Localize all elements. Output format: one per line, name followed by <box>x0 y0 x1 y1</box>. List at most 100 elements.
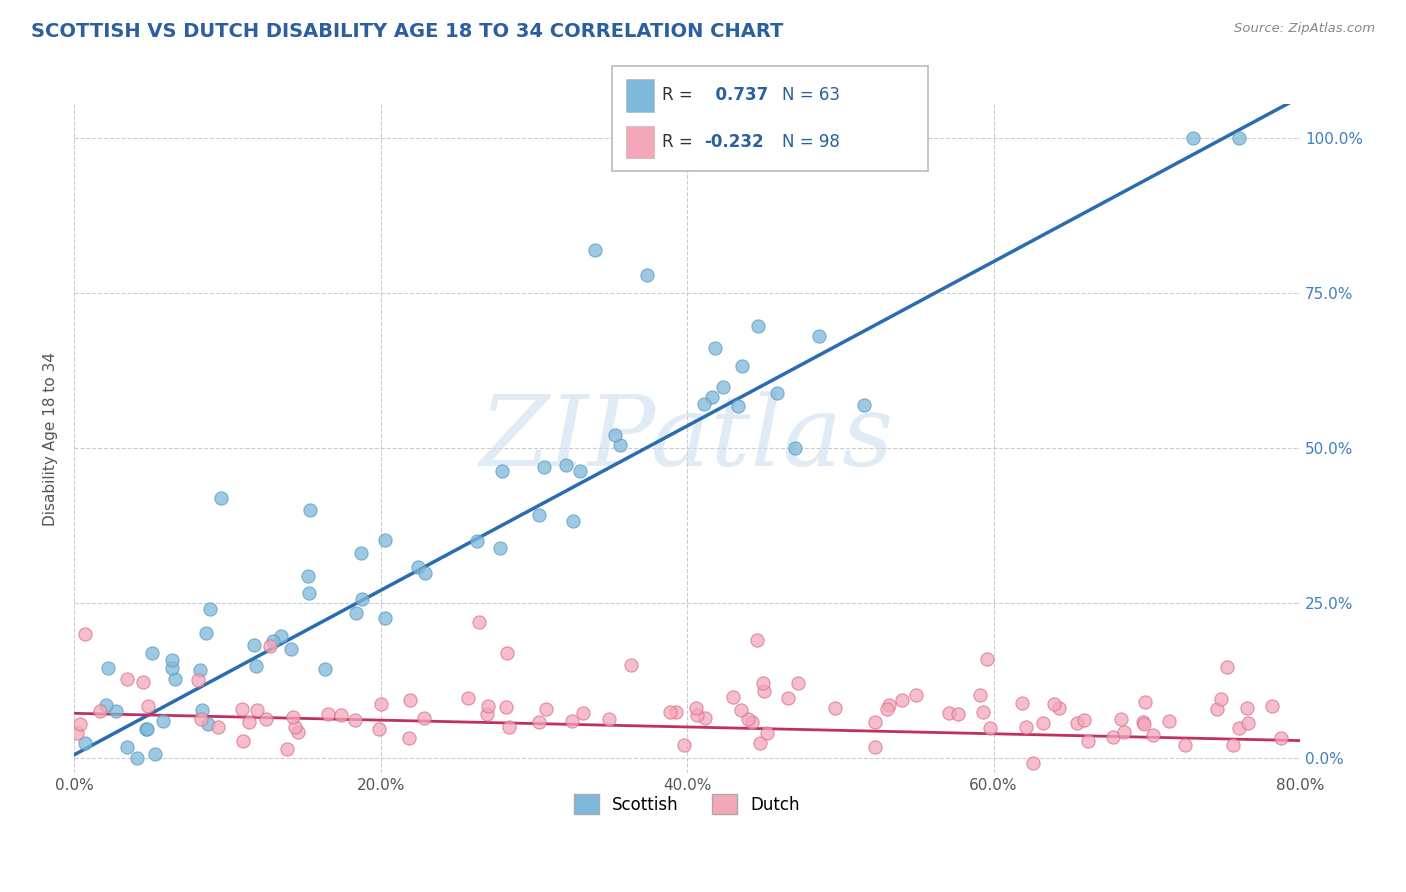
Point <box>491 464 513 478</box>
Point <box>568 464 591 478</box>
Point <box>297 569 319 583</box>
Point <box>533 460 555 475</box>
Point <box>529 508 551 522</box>
Point <box>187 673 209 687</box>
Point <box>1142 728 1164 742</box>
Point <box>1109 712 1132 726</box>
Point <box>659 705 682 719</box>
Point <box>280 641 302 656</box>
Point <box>1236 701 1258 715</box>
Point <box>138 699 160 714</box>
Point <box>704 342 727 356</box>
Text: -0.232: -0.232 <box>704 133 763 151</box>
Point <box>1047 700 1070 714</box>
Point <box>498 720 520 734</box>
Point <box>1236 716 1258 731</box>
Point <box>1261 698 1284 713</box>
Text: ZIPatlas: ZIPatlas <box>479 392 894 486</box>
Point <box>721 690 744 704</box>
Point <box>972 705 994 719</box>
Point <box>73 627 96 641</box>
Point <box>673 738 696 752</box>
Point <box>190 712 212 726</box>
Point <box>946 707 969 722</box>
Point <box>245 703 267 717</box>
Point <box>645 131 668 145</box>
Point <box>457 691 479 706</box>
Point <box>752 684 775 698</box>
Point <box>374 533 396 547</box>
Point <box>160 661 183 675</box>
Point <box>374 611 396 625</box>
Text: SCOTTISH VS DUTCH DISABILITY AGE 18 TO 34 CORRELATION CHART: SCOTTISH VS DUTCH DISABILITY AGE 18 TO 3… <box>31 22 783 41</box>
Point <box>197 717 219 731</box>
Point <box>131 675 153 690</box>
Text: N = 63: N = 63 <box>782 87 839 104</box>
Point <box>1102 730 1125 744</box>
Point <box>65 726 87 740</box>
Point <box>561 514 583 528</box>
Point <box>583 243 606 257</box>
Point <box>905 688 928 702</box>
Point <box>191 703 214 717</box>
Point <box>748 736 770 750</box>
Point <box>152 714 174 728</box>
Point <box>370 697 392 711</box>
Point <box>776 690 799 705</box>
Point <box>412 711 434 725</box>
Point <box>1215 660 1237 674</box>
Point <box>198 602 221 616</box>
Point <box>115 672 138 686</box>
Point <box>209 491 232 505</box>
Point <box>104 704 127 718</box>
Point <box>160 652 183 666</box>
Legend: Scottish, Dutch: Scottish, Dutch <box>565 786 808 822</box>
Point <box>737 712 759 726</box>
Point <box>609 437 631 451</box>
Point <box>207 720 229 734</box>
Point <box>350 591 373 606</box>
Point <box>477 698 499 713</box>
Point <box>554 458 576 473</box>
Point <box>270 629 292 643</box>
Point <box>135 722 157 736</box>
Point <box>741 715 763 730</box>
Point <box>852 398 875 412</box>
Point <box>534 702 557 716</box>
Point <box>1077 733 1099 747</box>
Point <box>115 739 138 754</box>
Point <box>489 541 512 555</box>
Point <box>1133 716 1156 731</box>
Point <box>1181 131 1204 145</box>
Point <box>1066 715 1088 730</box>
Point <box>824 701 846 715</box>
Y-axis label: Disability Age 18 to 34: Disability Age 18 to 34 <box>44 351 58 525</box>
Point <box>1011 696 1033 710</box>
Point <box>745 633 768 648</box>
Point <box>1021 756 1043 770</box>
Text: R =: R = <box>662 87 693 104</box>
Point <box>1227 721 1250 735</box>
Point <box>96 698 118 713</box>
Point <box>976 652 998 666</box>
Point <box>231 702 253 716</box>
Point <box>766 386 789 401</box>
Point <box>413 566 436 580</box>
Point <box>711 380 734 394</box>
Point <box>254 712 277 726</box>
Point <box>1159 714 1181 728</box>
Point <box>808 328 831 343</box>
Point <box>1132 714 1154 729</box>
Point <box>938 706 960 720</box>
Point <box>979 721 1001 735</box>
Point <box>69 716 91 731</box>
Point <box>468 615 491 629</box>
Point <box>1043 697 1066 711</box>
Point <box>730 703 752 717</box>
Point <box>1227 131 1250 145</box>
Point <box>195 625 218 640</box>
Point <box>465 533 488 548</box>
Point <box>879 698 901 712</box>
Point <box>141 646 163 660</box>
Point <box>702 390 724 404</box>
